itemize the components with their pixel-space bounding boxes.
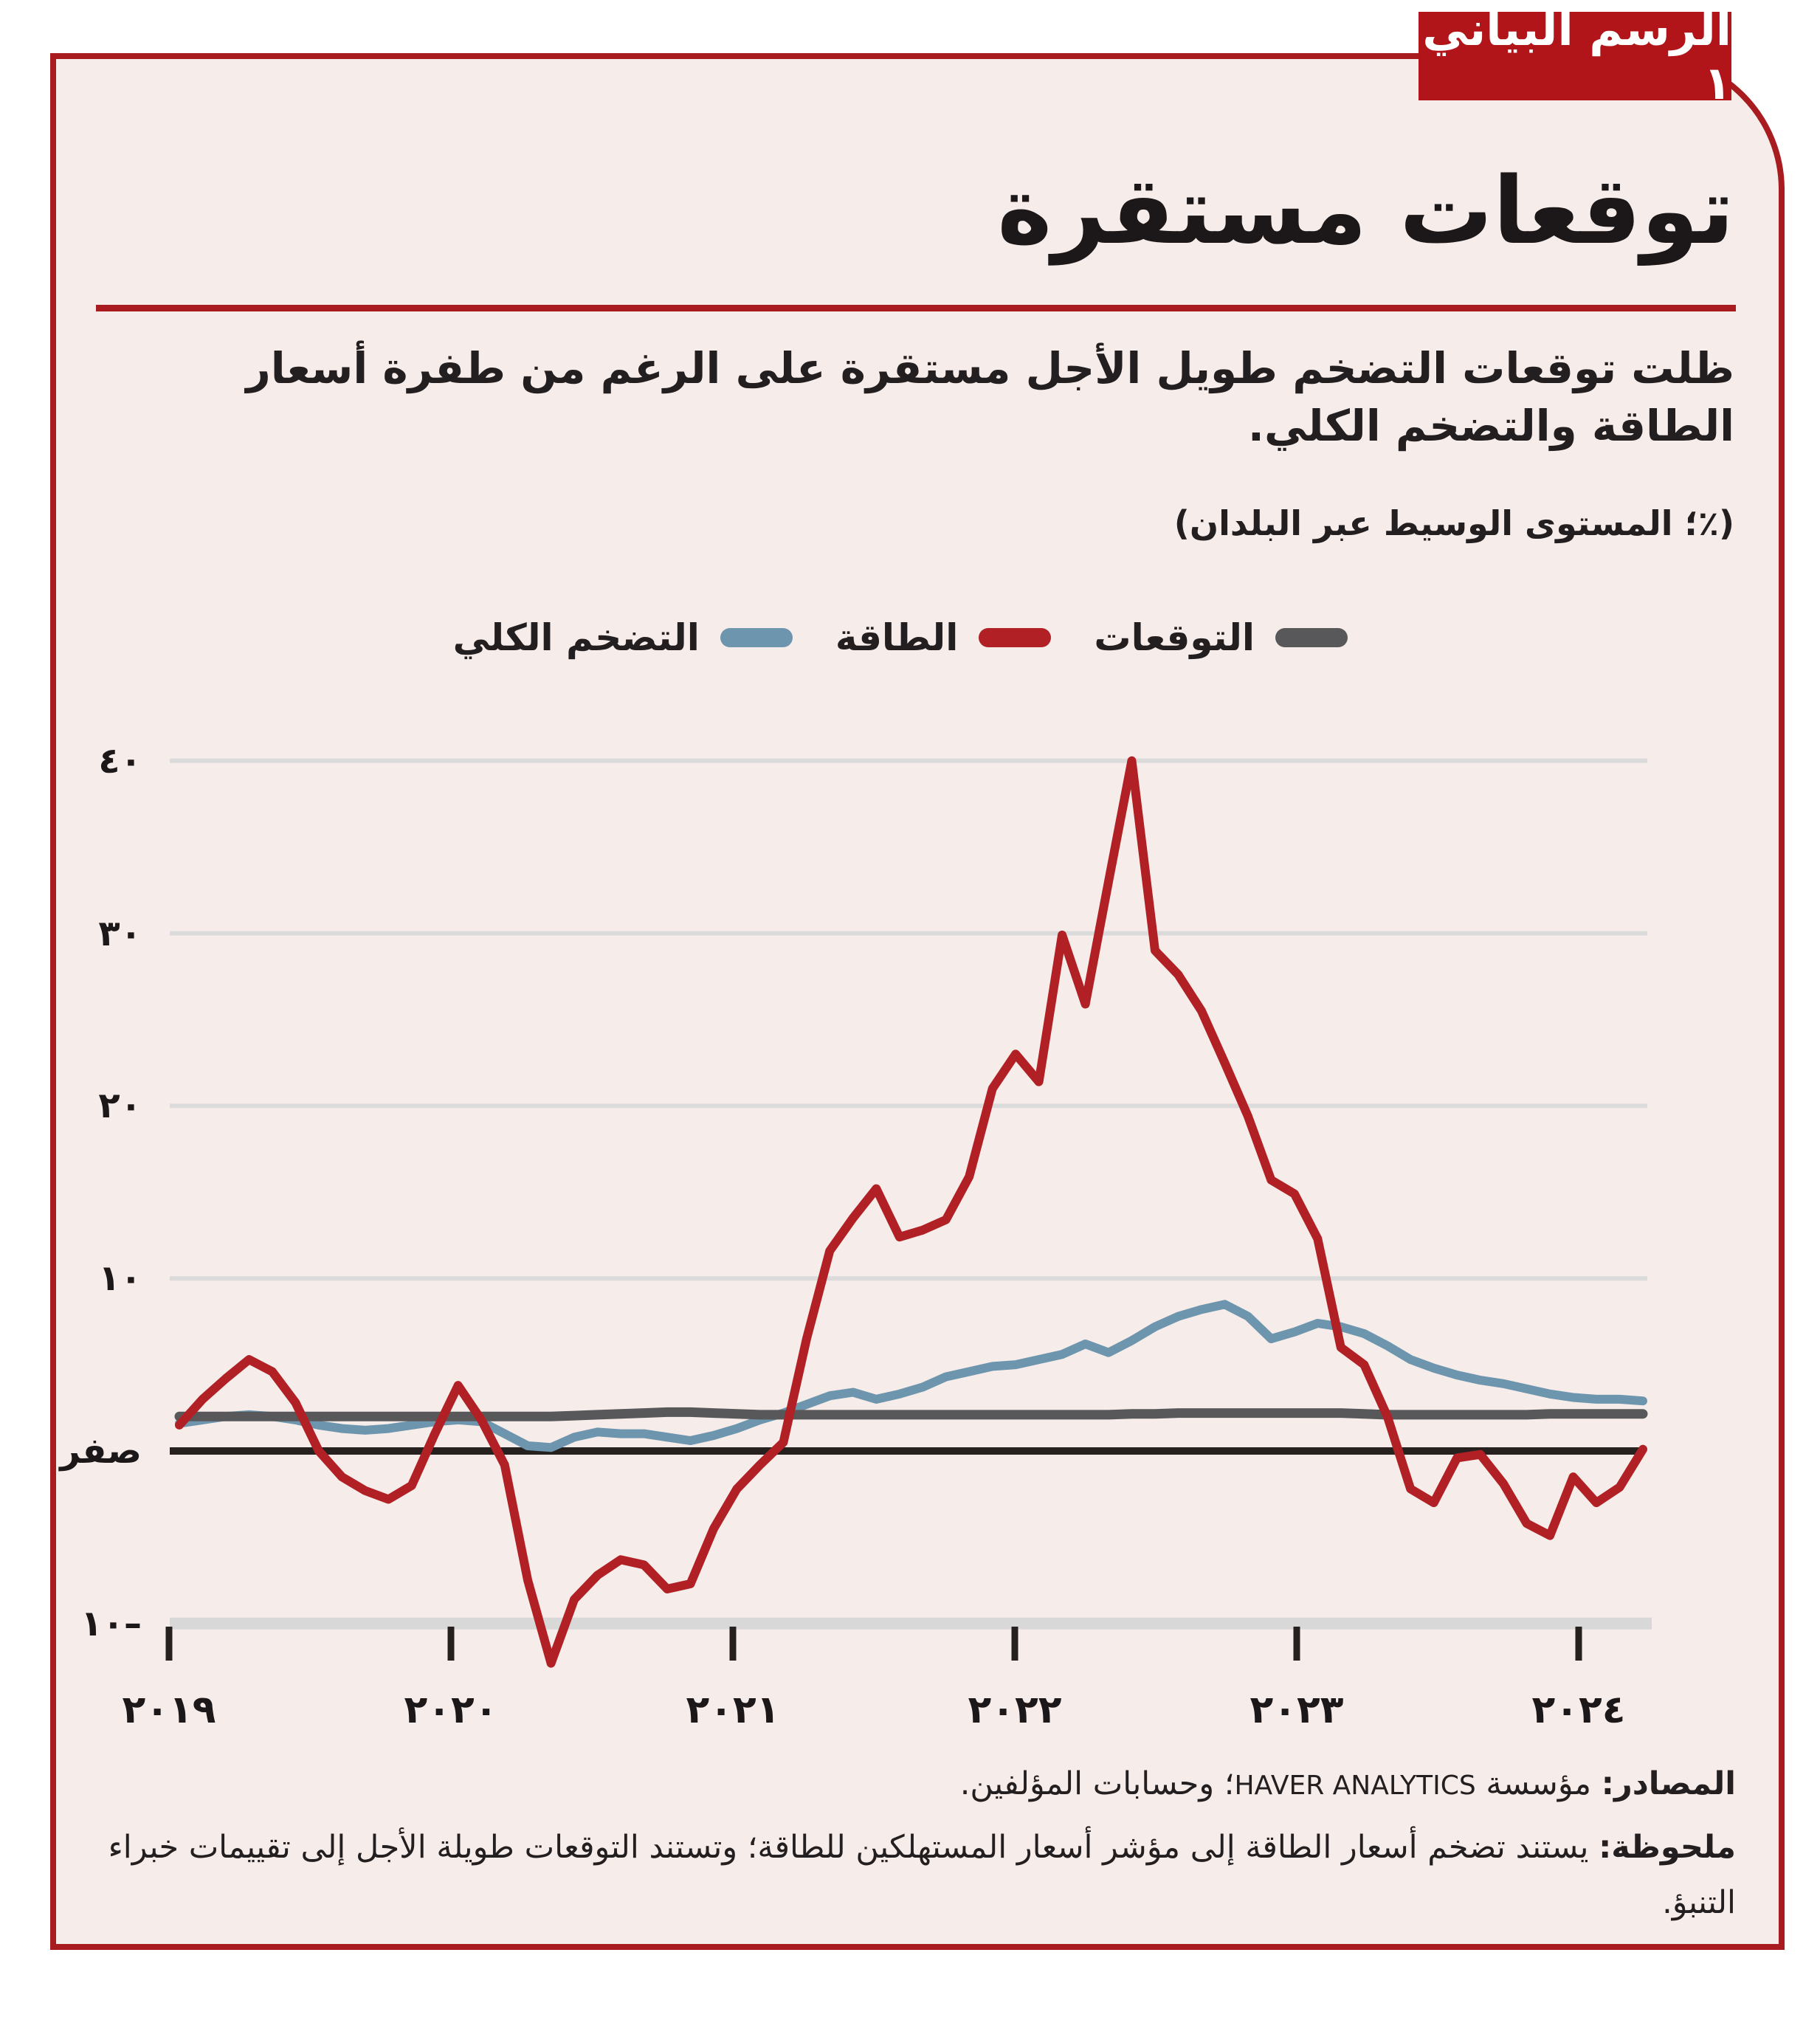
legend-swatch-headline xyxy=(720,628,793,647)
x-axis-label-2021: ٢٠٢١ xyxy=(686,1688,780,1732)
unit-note: (٪؛ المستوى الوسيط عبر البلدان) xyxy=(1173,503,1734,543)
note-line: ملحوظة: يستند تضخم أسعار الطاقة إلى مؤشر… xyxy=(80,1820,1736,1931)
chart-frame xyxy=(50,53,1785,1950)
y-axis-label--10: ١٠– xyxy=(80,1602,142,1644)
source-label: المصادر: xyxy=(1601,1765,1736,1802)
subtitle-line-2: الطاقة والتضخم الكلي. xyxy=(1247,401,1734,452)
page-title: توقعات مستقرة xyxy=(997,156,1735,265)
y-axis-label-40: ٤٠ xyxy=(98,740,142,782)
title-rule xyxy=(96,305,1736,311)
note-label: ملحوظة: xyxy=(1599,1829,1736,1866)
series-line-energy xyxy=(175,756,1647,1668)
x-axis-label-2019: ٢٠١٩ xyxy=(122,1688,216,1732)
legend-item-headline: التضخم الكلي xyxy=(453,616,793,659)
y-axis-label-0: صفر xyxy=(60,1430,142,1472)
y-axis-label-20: ٢٠ xyxy=(98,1085,142,1127)
chart-number-badge: الرسم البياني ١ xyxy=(1419,2,1731,110)
series-line-headline xyxy=(175,1300,1647,1452)
legend-label-energy: الطاقة xyxy=(835,616,959,659)
source-pre: مؤسسة xyxy=(1475,1765,1602,1802)
y-axis-label-30: ٣٠ xyxy=(98,912,142,954)
note-text: يستند تضخم أسعار الطاقة إلى مؤشر أسعار ا… xyxy=(108,1829,1736,1922)
series-line-expectations xyxy=(174,1407,1648,1421)
legend-item-expectations: التوقعات xyxy=(1094,616,1348,659)
chart-subtitle: ظلت توقعات التضخم طويل الأجل مستقرة على … xyxy=(140,339,1734,455)
legend-label-expectations: التوقعات xyxy=(1094,616,1255,659)
x-axis-label-2023: ٢٠٢٣ xyxy=(1249,1688,1344,1732)
legend-swatch-expectations xyxy=(1275,628,1348,647)
chart-legend: التوقعات الطاقة التضخم الكلي xyxy=(453,611,1348,664)
legend-label-headline: التضخم الكلي xyxy=(452,616,700,659)
source-latin: HAVER ANALYTICS xyxy=(1234,1771,1476,1801)
y-axis-label-10: ١٠ xyxy=(98,1258,142,1300)
subtitle-line-1: ظلت توقعات التضخم طويل الأجل مستقرة على … xyxy=(246,343,1734,393)
source-line: المصادر: مؤسسة HAVER ANALYTICS؛ وحسابات … xyxy=(83,1765,1736,1802)
x-axis-label-2020: ٢٠٢٠ xyxy=(404,1688,498,1732)
x-axis-label-2022: ٢٠٢٢ xyxy=(968,1688,1062,1732)
legend-item-energy: الطاقة xyxy=(835,616,1052,659)
source-post: ؛ وحسابات المؤلفين. xyxy=(959,1765,1235,1802)
legend-swatch-energy xyxy=(979,628,1052,647)
x-axis-label-2024: ٢٠٢٤ xyxy=(1531,1688,1626,1732)
